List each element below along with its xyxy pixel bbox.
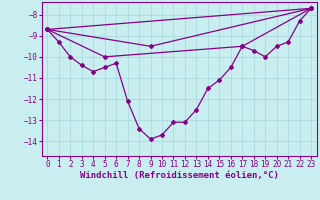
X-axis label: Windchill (Refroidissement éolien,°C): Windchill (Refroidissement éolien,°C)	[80, 171, 279, 180]
